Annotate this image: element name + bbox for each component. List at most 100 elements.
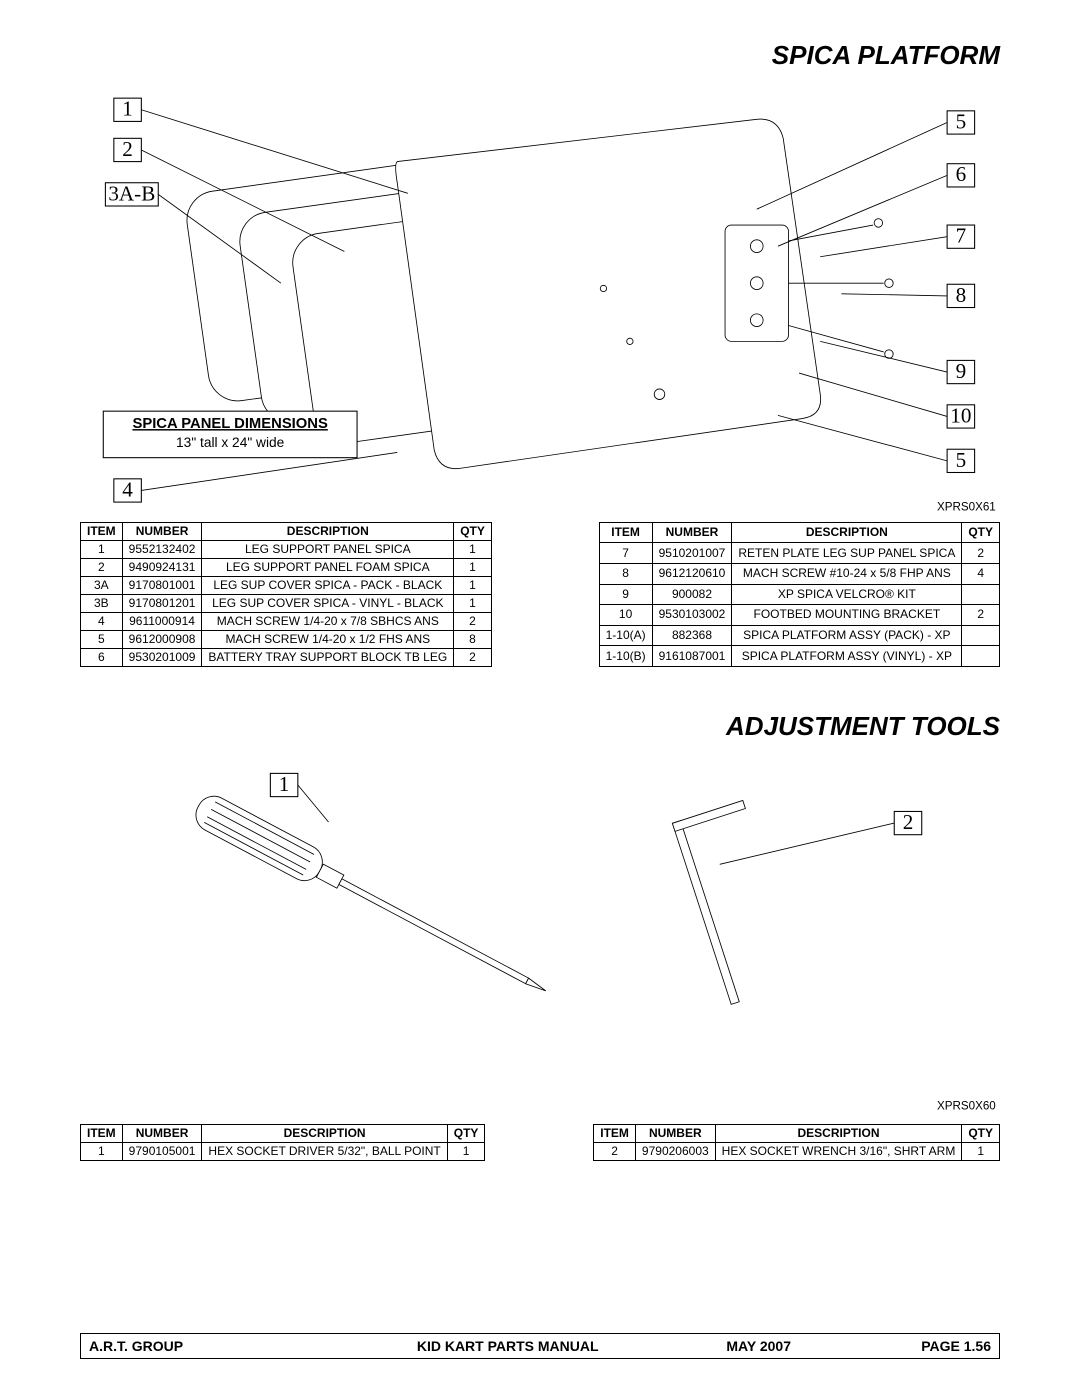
footer-center: KID KART PARTS MANUAL bbox=[289, 1338, 726, 1354]
table-cell: 9611000914 bbox=[122, 612, 202, 630]
footer-page: PAGE 1.56 bbox=[791, 1338, 991, 1354]
tools-diagram-svg: 12 XPRS0X60 bbox=[80, 748, 1000, 1118]
table-cell bbox=[962, 625, 1000, 646]
table-cell: 9530103002 bbox=[652, 605, 732, 626]
table-header: NUMBER bbox=[122, 522, 202, 540]
svg-text:5: 5 bbox=[956, 109, 967, 133]
table-cell: 2 bbox=[81, 558, 123, 576]
callouts-right: 56789105 bbox=[947, 109, 974, 472]
table-cell: SPICA PLATFORM ASSY (VINYL) - XP bbox=[732, 646, 962, 667]
table-row: 29490924131LEG SUPPORT PANEL FOAM SPICA1 bbox=[81, 558, 492, 576]
table-cell: 1-10(B) bbox=[599, 646, 652, 667]
table-cell: 6 bbox=[81, 648, 123, 666]
table-header: QTY bbox=[454, 522, 492, 540]
table-row: 19552132402LEG SUPPORT PANEL SPICA1 bbox=[81, 540, 492, 558]
svg-text:5: 5 bbox=[956, 448, 967, 472]
table-cell: 9490924131 bbox=[122, 558, 202, 576]
table-cell: 7 bbox=[599, 543, 652, 564]
dim-box-sub: 13" tall x 24" wide bbox=[176, 435, 285, 450]
table-row: 3A9170801001LEG SUP COVER SPICA - PACK -… bbox=[81, 576, 492, 594]
callouts-tools: 12 bbox=[270, 772, 921, 835]
table-row: 49611000914MACH SCREW 1/4-20 x 7/8 SBHCS… bbox=[81, 612, 492, 630]
table-header: NUMBER bbox=[122, 1124, 202, 1142]
table-header: QTY bbox=[962, 1124, 1000, 1142]
spica-diagram-svg: SPICA PANEL DIMENSIONS 13" tall x 24" wi… bbox=[80, 77, 1000, 516]
table-header: QTY bbox=[447, 1124, 485, 1142]
table-cell: LEG SUPPORT PANEL FOAM SPICA bbox=[202, 558, 454, 576]
table-cell: FOOTBED MOUNTING BRACKET bbox=[732, 605, 962, 626]
table-cell: 9790206003 bbox=[635, 1142, 715, 1160]
table-header: DESCRIPTION bbox=[715, 1124, 962, 1142]
table-cell: LEG SUP COVER SPICA - VINYL - BLACK bbox=[202, 594, 454, 612]
table-cell: 10 bbox=[599, 605, 652, 626]
table-cell: RETEN PLATE LEG SUP PANEL SPICA bbox=[732, 543, 962, 564]
table-cell: 1 bbox=[81, 540, 123, 558]
table-cell: 1 bbox=[962, 1142, 1000, 1160]
section2-title: ADJUSTMENT TOOLS bbox=[80, 711, 1000, 742]
table-cell: 882368 bbox=[652, 625, 732, 646]
table-row: 109530103002FOOTBED MOUNTING BRACKET2 bbox=[599, 605, 999, 626]
footer-left: A.R.T. GROUP bbox=[89, 1338, 289, 1354]
table-row: 9900082XP SPICA VELCRO® KIT bbox=[599, 584, 999, 605]
fig-code-1: XPRS0X61 bbox=[937, 501, 996, 514]
table-cell: 4 bbox=[81, 612, 123, 630]
table-cell: 2 bbox=[594, 1142, 636, 1160]
svg-text:1: 1 bbox=[279, 772, 290, 796]
table-header: ITEM bbox=[594, 1124, 636, 1142]
table-cell: 9 bbox=[599, 584, 652, 605]
table-cell: 3A bbox=[81, 576, 123, 594]
tools-table-right: ITEMNUMBERDESCRIPTIONQTY 29790206003HEX S… bbox=[593, 1124, 1000, 1161]
svg-text:8: 8 bbox=[956, 283, 967, 307]
fig-code-2: XPRS0X60 bbox=[937, 1099, 996, 1112]
table-cell: 9170801001 bbox=[122, 576, 202, 594]
table-cell: 9510201007 bbox=[652, 543, 732, 564]
table-row: 1-10(B)9161087001SPICA PLATFORM ASSY (VI… bbox=[599, 646, 999, 667]
svg-text:1: 1 bbox=[122, 97, 133, 121]
table-cell: HEX SOCKET WRENCH 3/16", SHRT ARM bbox=[715, 1142, 962, 1160]
table-cell: 2 bbox=[454, 612, 492, 630]
table-header: DESCRIPTION bbox=[202, 1124, 447, 1142]
table-cell: 9612120610 bbox=[652, 563, 732, 584]
table-cell: MACH SCREW 1/4-20 x 1/2 FHS ANS bbox=[202, 630, 454, 648]
table-cell: 2 bbox=[962, 605, 1000, 626]
table-cell: 9612000908 bbox=[122, 630, 202, 648]
svg-text:2: 2 bbox=[903, 810, 914, 834]
table-cell: 3B bbox=[81, 594, 123, 612]
table-cell: 9790105001 bbox=[122, 1142, 202, 1160]
table-row: 1 9790105001HEX SOCKET DRIVER 5/32", BALL… bbox=[81, 1142, 485, 1160]
svg-text:10: 10 bbox=[950, 403, 971, 427]
svg-text:4: 4 bbox=[122, 477, 133, 501]
table-cell: 9530201009 bbox=[122, 648, 202, 666]
table-cell: 9552132402 bbox=[122, 540, 202, 558]
table-cell: 1 bbox=[454, 540, 492, 558]
table-cell bbox=[962, 584, 1000, 605]
table-row: 69530201009BATTERY TRAY SUPPORT BLOCK TB… bbox=[81, 648, 492, 666]
table-header: QTY bbox=[962, 522, 1000, 543]
table-cell: 1-10(A) bbox=[599, 625, 652, 646]
footer-date: MAY 2007 bbox=[726, 1338, 791, 1354]
table-cell: 5 bbox=[81, 630, 123, 648]
dim-box: SPICA PANEL DIMENSIONS 13" tall x 24" wi… bbox=[103, 411, 357, 458]
table-header: DESCRIPTION bbox=[202, 522, 454, 540]
table-cell: 1 bbox=[454, 594, 492, 612]
table-header: ITEM bbox=[81, 522, 123, 540]
table-header: ITEM bbox=[81, 1124, 123, 1142]
table-cell: LEG SUPPORT PANEL SPICA bbox=[202, 540, 454, 558]
table-cell: 1 bbox=[454, 558, 492, 576]
table-cell bbox=[962, 646, 1000, 667]
table-cell: MACH SCREW #10-24 x 5/8 FHP ANS bbox=[732, 563, 962, 584]
table-cell: 1 bbox=[447, 1142, 485, 1160]
tools-table-left: ITEMNUMBERDESCRIPTIONQTY1 9790105001HEX S… bbox=[80, 1124, 485, 1161]
table-row: 79510201007RETEN PLATE LEG SUP PANEL SPI… bbox=[599, 543, 999, 564]
table-row: 59612000908MACH SCREW 1/4-20 x 1/2 FHS A… bbox=[81, 630, 492, 648]
table-cell: 1 bbox=[454, 576, 492, 594]
table-cell: HEX SOCKET DRIVER 5/32", BALL POINT bbox=[202, 1142, 447, 1160]
table-cell: 9161087001 bbox=[652, 646, 732, 667]
table-header: ITEM bbox=[599, 522, 652, 543]
page-footer: A.R.T. GROUP KID KART PARTS MANUAL MAY 2… bbox=[80, 1333, 1000, 1359]
table-header: NUMBER bbox=[635, 1124, 715, 1142]
table-cell: 4 bbox=[962, 563, 1000, 584]
table-cell: 2 bbox=[962, 543, 1000, 564]
svg-text:3A-B: 3A-B bbox=[108, 181, 155, 205]
table-row: 1-10(A)882368SPICA PLATFORM ASSY (PACK) … bbox=[599, 625, 999, 646]
